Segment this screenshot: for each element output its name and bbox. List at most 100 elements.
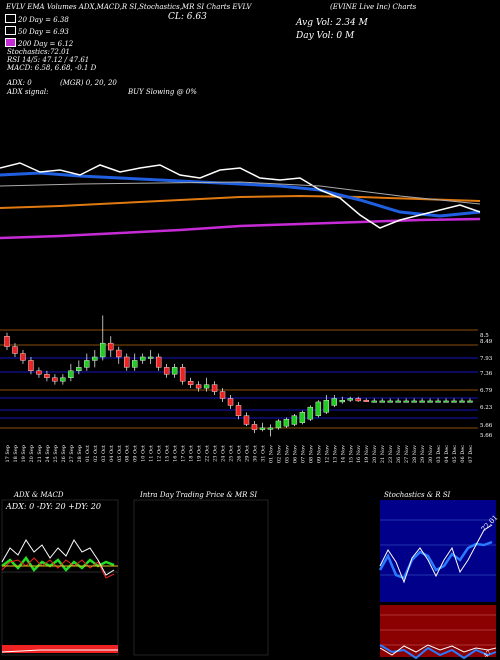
candle-body bbox=[52, 377, 58, 382]
date-label: 05 Dec bbox=[452, 445, 458, 463]
candle-body bbox=[315, 401, 322, 416]
candle-body bbox=[379, 400, 385, 403]
candle-body bbox=[44, 374, 50, 378]
date-label: 09 Nov bbox=[316, 445, 322, 463]
candle-body bbox=[299, 412, 306, 423]
candle-body bbox=[411, 400, 417, 403]
ema200-text: 200 Day = 6.12 bbox=[18, 40, 74, 48]
date-label: 12 Nov bbox=[324, 445, 330, 463]
mrsi-panel bbox=[133, 499, 269, 656]
ema20-line bbox=[0, 162, 481, 229]
date-label: 20 Sep bbox=[29, 445, 35, 463]
day-volume: Day Vol: 0 M bbox=[296, 31, 355, 41]
date-label: 19 Oct bbox=[197, 445, 203, 462]
mrsi-panel-title: Intra Day Trading Price & MR SI bbox=[140, 491, 258, 499]
date-label: 16 Nov bbox=[356, 445, 362, 463]
date-label: 01 Oct bbox=[85, 445, 91, 462]
candle-body bbox=[100, 342, 106, 358]
mrsi-text: (MGR) 0, 20, 20 bbox=[60, 79, 117, 87]
date-label: 26 Sep bbox=[61, 445, 67, 463]
date-label: 29 Oct bbox=[244, 445, 250, 462]
candle-body bbox=[171, 367, 178, 375]
price-level-label: 5.66 bbox=[480, 433, 493, 439]
date-label: 01 Nov bbox=[268, 445, 274, 463]
candle-body bbox=[187, 380, 194, 385]
candle-body bbox=[347, 398, 353, 401]
candle-body bbox=[427, 400, 433, 403]
ema-gray-line bbox=[0, 181, 481, 205]
candle-body bbox=[251, 424, 258, 430]
candle-body bbox=[227, 398, 234, 406]
signal-text: BUY Slowing @ 0% bbox=[128, 88, 197, 96]
candle-body bbox=[419, 400, 425, 403]
candle-body bbox=[140, 356, 146, 361]
date-label: 04 Dec bbox=[444, 445, 450, 463]
date-label: 13 Nov bbox=[332, 445, 338, 463]
candle-body bbox=[371, 400, 377, 403]
macd-red-band bbox=[2, 645, 118, 653]
candle-body bbox=[28, 360, 34, 372]
date-label: 29 Nov bbox=[420, 445, 426, 463]
candle-body bbox=[387, 400, 393, 403]
date-label: 02 Oct bbox=[93, 445, 99, 462]
candle-body bbox=[355, 398, 361, 402]
candle-body bbox=[451, 400, 457, 403]
ema20-swatch bbox=[5, 14, 16, 23]
candlesticks bbox=[4, 315, 473, 437]
ema200-line bbox=[0, 194, 481, 209]
adx-values: ADX: 0 -DY: 20 +DY: 20 bbox=[5, 502, 101, 511]
candle-body bbox=[211, 384, 218, 392]
legend-ema20: 20 Day = 6.38 bbox=[5, 14, 69, 24]
candle-body bbox=[179, 367, 186, 382]
candle-body bbox=[108, 342, 114, 351]
date-label: 23 Oct bbox=[213, 445, 219, 462]
candle-body bbox=[363, 400, 369, 402]
avg-volume: Avg Vol: 2.34 M bbox=[296, 18, 368, 28]
rsi-blue-line bbox=[379, 644, 497, 660]
candle-body bbox=[291, 415, 298, 425]
ema50-swatch bbox=[5, 26, 16, 35]
date-label: 30 Nov bbox=[428, 445, 434, 463]
candle-body bbox=[20, 353, 26, 361]
header-top-line: EVLV EMA Volumes ADX,MACD,R SI,Stochasti… bbox=[6, 3, 252, 11]
candle-body bbox=[267, 427, 274, 430]
candle-body bbox=[339, 400, 345, 403]
rsi-text: RSI 14/5: 47.12 / 47.61 bbox=[7, 56, 90, 64]
date-label: 16 Oct bbox=[173, 445, 179, 462]
date-label: 25 Oct bbox=[229, 445, 235, 462]
rsi-value-label: 47 bbox=[482, 649, 492, 659]
candle-body bbox=[259, 427, 266, 430]
date-label: 30 Oct bbox=[252, 445, 258, 462]
date-label: 17 Sep bbox=[5, 445, 11, 463]
date-label: 24 Sep bbox=[45, 445, 51, 463]
date-label: 11 Oct bbox=[149, 445, 155, 462]
macd-white-line bbox=[1, 649, 118, 653]
candle-body bbox=[219, 391, 226, 399]
date-label: 20 Nov bbox=[372, 445, 378, 463]
close-price: CL: 6.63 bbox=[168, 12, 207, 22]
date-label: 05 Oct bbox=[117, 445, 123, 462]
candle-body bbox=[443, 400, 449, 403]
date-label: 19 Nov bbox=[364, 445, 370, 463]
date-label: 03 Oct bbox=[101, 445, 107, 462]
price-level-label: 7.36 bbox=[480, 371, 493, 377]
date-label: 18 Sep bbox=[13, 445, 19, 463]
date-label: 07 Nov bbox=[300, 445, 306, 463]
candle-body bbox=[4, 336, 10, 347]
candle-body bbox=[84, 360, 90, 368]
date-label: 17 Oct bbox=[181, 445, 187, 462]
date-label: 27 Nov bbox=[404, 445, 410, 463]
date-label: 12 Oct bbox=[157, 445, 163, 462]
legend-ema50: 50 Day = 6.93 bbox=[5, 26, 69, 36]
candle-body bbox=[147, 356, 154, 359]
date-label: 22 Oct bbox=[205, 445, 211, 462]
price-level-labels: 8.58.49 7.93 7.36 6.79 6.23 5.66 5.66 bbox=[480, 333, 493, 439]
date-label: 23 Nov bbox=[388, 445, 394, 463]
candle-body bbox=[203, 384, 210, 389]
adx-panel-title: ADX & MACD bbox=[14, 491, 64, 499]
candle-body bbox=[132, 360, 138, 368]
price-level-label: 6.79 bbox=[480, 388, 493, 394]
adx-signal-text: ADX signal: bbox=[7, 88, 49, 96]
date-label: 14 Nov bbox=[340, 445, 346, 463]
